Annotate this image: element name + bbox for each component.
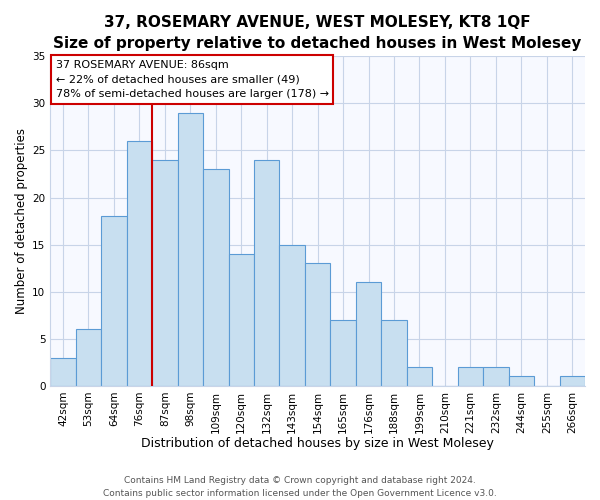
Bar (178, 113, 203, 386)
Bar (483, 367, 509, 386)
Bar (203, 170, 229, 386)
Text: 37 ROSEMARY AVENUE: 86sqm
← 22% of detached houses are smaller (49)
78% of semi-: 37 ROSEMARY AVENUE: 86sqm ← 22% of detac… (56, 60, 329, 99)
Title: 37, ROSEMARY AVENUE, WEST MOLESEY, KT8 1QF
Size of property relative to detached: 37, ROSEMARY AVENUE, WEST MOLESEY, KT8 1… (53, 15, 582, 51)
Bar (229, 254, 254, 386)
Bar (407, 367, 432, 386)
Bar (76, 330, 101, 386)
Bar (254, 160, 280, 386)
Bar (509, 376, 534, 386)
Bar (280, 244, 305, 386)
Y-axis label: Number of detached properties: Number of detached properties (15, 128, 28, 314)
Bar (356, 282, 381, 386)
Bar (560, 376, 585, 386)
X-axis label: Distribution of detached houses by size in West Molesey: Distribution of detached houses by size … (141, 437, 494, 450)
Bar (50, 358, 76, 386)
Bar (458, 367, 483, 386)
Bar (101, 216, 127, 386)
Bar (127, 141, 152, 386)
Bar (152, 160, 178, 386)
Bar (331, 320, 356, 386)
Bar (305, 264, 331, 386)
Bar (381, 320, 407, 386)
Text: Contains HM Land Registry data © Crown copyright and database right 2024.
Contai: Contains HM Land Registry data © Crown c… (103, 476, 497, 498)
